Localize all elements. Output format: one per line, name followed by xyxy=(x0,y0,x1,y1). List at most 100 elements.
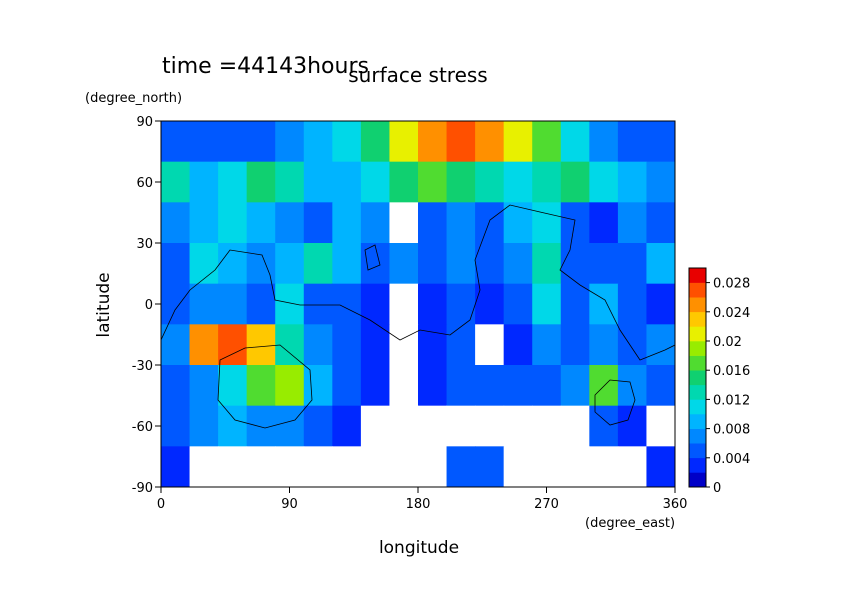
coastline xyxy=(594,379,636,426)
cell xyxy=(275,446,305,487)
cell xyxy=(446,161,476,203)
cell xyxy=(617,161,647,203)
cell xyxy=(532,161,562,203)
cell xyxy=(560,243,590,285)
x-tick-label: 90 xyxy=(281,497,298,512)
cell xyxy=(303,121,333,163)
y-axis-label: latitude xyxy=(94,272,114,337)
cell xyxy=(532,324,562,366)
cell xyxy=(389,365,419,407)
cell xyxy=(275,243,305,285)
cell xyxy=(475,243,505,285)
cell xyxy=(218,446,248,487)
colorbar-tick-label: 0 xyxy=(713,481,721,496)
cell xyxy=(475,121,505,163)
cell xyxy=(161,324,191,366)
cell xyxy=(246,324,276,366)
cell xyxy=(560,283,590,325)
cell xyxy=(246,202,276,244)
cell xyxy=(275,283,305,325)
cell xyxy=(503,365,533,407)
cell xyxy=(303,243,333,285)
cell xyxy=(532,446,562,487)
field xyxy=(161,121,675,487)
x-tick-label: 270 xyxy=(534,497,559,512)
y-tick-label: 90 xyxy=(136,115,153,130)
cell xyxy=(589,121,619,163)
cell xyxy=(446,365,476,407)
cell xyxy=(475,405,505,447)
cell xyxy=(418,365,448,407)
cell xyxy=(332,161,362,203)
colorbar-swatch xyxy=(689,472,706,488)
coastline xyxy=(364,244,381,271)
cell xyxy=(332,446,362,487)
cell xyxy=(218,405,248,447)
x-axis-label: longitude xyxy=(379,538,459,558)
colorbar-swatch xyxy=(689,443,706,459)
cell xyxy=(503,243,533,285)
cell xyxy=(246,161,276,203)
colorbar-swatch xyxy=(689,282,706,298)
cell xyxy=(189,405,219,447)
cell xyxy=(646,446,675,487)
cell xyxy=(389,405,419,447)
y-tick-label: 0 xyxy=(145,298,153,313)
cell xyxy=(617,365,647,407)
cell xyxy=(617,324,647,366)
coastlines xyxy=(161,204,675,429)
cell xyxy=(275,405,305,447)
cell xyxy=(161,365,191,407)
y-unit: (degree_north) xyxy=(85,91,182,106)
colorbar-tick-label: 0.024 xyxy=(713,306,750,321)
cell xyxy=(475,161,505,203)
cell xyxy=(161,446,191,487)
cell xyxy=(275,365,305,407)
cell xyxy=(560,446,590,487)
cell xyxy=(446,446,476,487)
cell xyxy=(389,121,419,163)
cell xyxy=(475,365,505,407)
cell xyxy=(560,324,590,366)
cell xyxy=(418,283,448,325)
cell xyxy=(646,202,675,244)
colorbar-swatch xyxy=(689,326,706,342)
cell xyxy=(332,202,362,244)
cell xyxy=(275,121,305,163)
cell xyxy=(218,283,248,325)
cell xyxy=(303,161,333,203)
cell xyxy=(532,365,562,407)
cell xyxy=(360,405,390,447)
cell xyxy=(503,446,533,487)
colorbar-frame xyxy=(688,267,707,488)
cell xyxy=(246,243,276,285)
cell xyxy=(189,121,219,163)
cell xyxy=(560,121,590,163)
cell xyxy=(161,243,191,285)
cell xyxy=(446,405,476,447)
colorbar-tick-label: 0.016 xyxy=(713,364,750,379)
cell xyxy=(218,324,248,366)
cell xyxy=(189,365,219,407)
cell xyxy=(161,405,191,447)
cell xyxy=(303,405,333,447)
colorbar-swatch xyxy=(689,414,706,429)
cell xyxy=(360,161,390,203)
x-tick-label: 360 xyxy=(663,497,688,512)
coastline xyxy=(217,344,313,429)
cell xyxy=(332,365,362,407)
axes: 0 90 180 270 360 -90 -60 -30 0 30 60 90 0 0.004 0.008 0… xyxy=(132,115,750,512)
x-unit: (degree_east) xyxy=(585,516,675,531)
cell xyxy=(589,405,619,447)
cell xyxy=(332,121,362,163)
cell xyxy=(646,365,675,407)
cell xyxy=(218,202,248,244)
cell xyxy=(275,161,305,203)
cell xyxy=(246,121,276,163)
cell xyxy=(503,202,533,244)
cell xyxy=(189,202,219,244)
cell xyxy=(189,243,219,285)
cell xyxy=(560,161,590,203)
cell xyxy=(161,283,191,325)
